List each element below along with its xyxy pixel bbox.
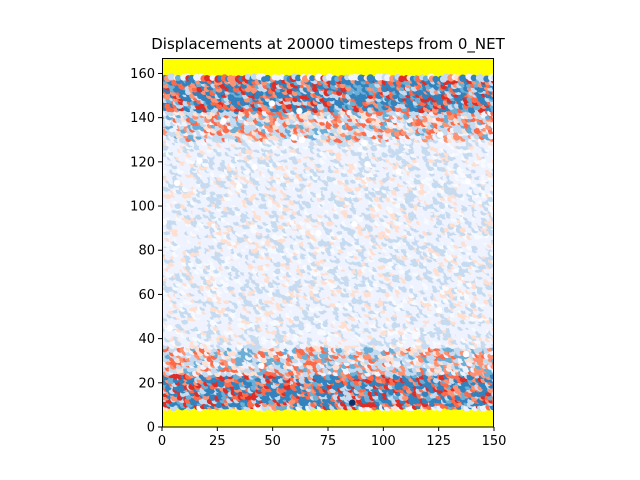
fixed-atoms-top [162,58,494,78]
atom-point [393,359,402,368]
atom-point [366,346,374,354]
fixed-atoms-bottom [162,407,494,427]
atom-point [491,280,494,287]
atom-scatter-layer [162,58,494,427]
atom-point [433,377,440,384]
atom-point [167,376,175,385]
atom-point [172,373,179,380]
chart-title: Displacements at 20000 timesteps from 0_… [151,35,505,54]
atom-point [353,339,360,346]
